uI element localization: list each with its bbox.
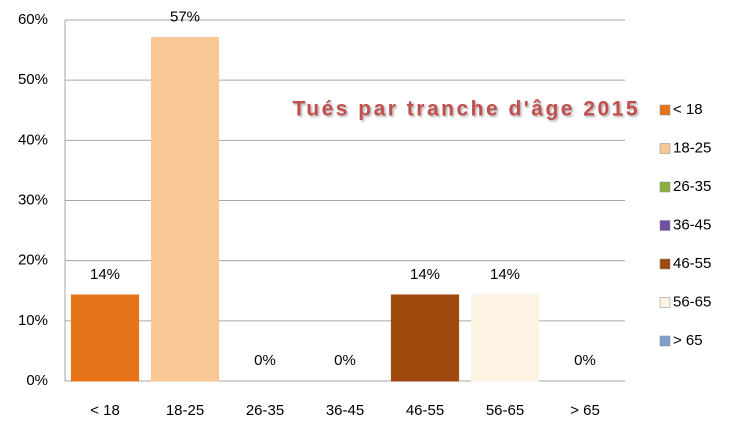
data-label: 0% [254,352,276,369]
legend-swatch [659,258,671,270]
chart-title: Tués par tranche d'âge 2015 [293,98,638,121]
y-tick-label: 30% [18,191,48,208]
bar [470,294,540,382]
x-tick-label: 26-35 [246,402,284,419]
bar [70,294,140,382]
x-tick-label: 36-45 [326,402,364,419]
y-tick-label: 10% [18,312,48,329]
legend-swatch [659,297,671,308]
data-label: 14% [410,266,440,283]
legend-swatch [659,143,671,154]
legend-swatch [659,220,671,231]
legend-label: > 65 [673,332,703,349]
y-tick-label: 60% [18,11,48,28]
y-tick-label: 0% [26,372,48,389]
x-tick-label: 56-65 [486,402,524,419]
bar [150,36,220,382]
data-label: 57% [170,8,200,25]
data-label: 0% [334,352,356,369]
legend-label: 36-45 [673,216,711,233]
legend-label: 56-65 [673,293,711,310]
bar [390,294,460,382]
y-tick-label: 50% [18,71,48,88]
legend-swatch [659,104,671,116]
legend-label: 46-55 [673,255,711,272]
data-label: 14% [490,266,520,283]
legend-label: 18-25 [673,139,711,156]
x-tick-label: > 65 [570,402,600,419]
y-tick-label: 20% [18,252,48,269]
data-label: 14% [90,266,120,283]
legend-swatch [659,335,671,347]
y-tick-label: 40% [18,131,48,148]
data-label: 0% [574,352,596,369]
legend-label: 26-35 [673,178,711,195]
legend-label: < 18 [673,101,703,118]
x-tick-label: < 18 [90,402,120,419]
legend-swatch [659,181,671,193]
x-tick-label: 46-55 [406,402,444,419]
x-tick-label: 18-25 [166,402,204,419]
